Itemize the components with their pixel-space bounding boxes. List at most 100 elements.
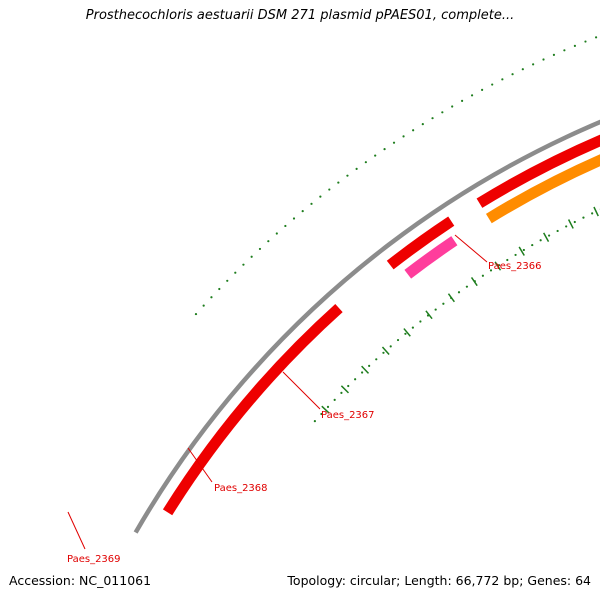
ring-dot	[460, 99, 464, 102]
accession-label: Accession: NC_011061	[9, 573, 152, 588]
inner-tick	[518, 246, 525, 256]
ring-dot	[434, 308, 437, 311]
gene-callout-line	[187, 447, 213, 483]
ring-dot	[591, 212, 594, 215]
ring-dot	[411, 326, 414, 329]
ring-dot	[573, 220, 576, 224]
ring-dot	[573, 44, 577, 47]
ring-dot	[320, 412, 323, 416]
feature-paes-2367	[485, 154, 600, 224]
ring-dot	[451, 105, 454, 108]
ring-dot	[511, 73, 514, 76]
inner-tick	[381, 346, 390, 355]
ring-dot	[326, 405, 330, 408]
inner-tick	[593, 206, 599, 217]
ring-dot	[375, 358, 378, 361]
ring-dot	[250, 255, 253, 258]
ring-dot	[258, 247, 262, 251]
ring-dot	[514, 253, 517, 257]
ring-dot	[313, 420, 316, 423]
inner-tick	[321, 405, 330, 414]
ring-dot	[368, 364, 371, 367]
ring-dot	[470, 94, 474, 97]
ring-dot	[284, 224, 287, 228]
inner-tick	[567, 219, 574, 229]
topology-summary: Topology: circular; Length: 66,772 bp; G…	[287, 573, 591, 588]
ring-dot	[521, 68, 524, 71]
inner-tick	[361, 365, 370, 374]
ring-dot	[532, 63, 535, 66]
scale-ticks: 23000 bp23500 bp24000 bp24500 bp25000 bp…	[321, 206, 599, 414]
inner-tick	[403, 328, 411, 337]
inner-tick	[425, 310, 433, 320]
ring-dot	[431, 117, 434, 120]
ring-dot	[364, 161, 367, 164]
ring-dot	[556, 229, 559, 233]
ring-dot	[531, 243, 534, 247]
ring-dot	[419, 320, 422, 323]
inner-tick	[470, 276, 478, 287]
gene-label: Paes_2366	[488, 261, 542, 272]
ring-dot	[396, 338, 400, 342]
ring-dot	[565, 225, 568, 228]
ring-dot	[584, 40, 587, 43]
ring-dot	[548, 234, 551, 237]
ring-dot	[563, 49, 566, 52]
outer-dotted-ring	[194, 36, 598, 316]
gene-callout-line	[282, 371, 321, 410]
gene-label: Paes_2369	[67, 554, 121, 565]
ring-dot	[382, 351, 385, 354]
gene-callout-line	[454, 234, 488, 263]
ring-dot	[481, 88, 484, 91]
inner-dotted-ring	[313, 208, 600, 423]
ring-dot	[210, 296, 213, 299]
feature-red-small	[386, 216, 455, 270]
ring-dot	[542, 58, 545, 61]
ring-dot	[374, 154, 377, 157]
ring-dot	[333, 398, 336, 401]
ring-dot	[582, 216, 585, 219]
ring-dot	[442, 302, 445, 305]
ring-dot	[491, 83, 494, 86]
map-title: Prosthecochloris aestuarii DSM 271 plasm…	[85, 8, 515, 23]
ring-dot	[404, 332, 407, 335]
ring-dot	[441, 111, 444, 114]
ring-dot	[347, 384, 350, 388]
ring-dot	[392, 141, 396, 144]
ring-dot	[489, 269, 493, 272]
ring-dot	[301, 210, 304, 213]
ring-dot	[275, 232, 278, 235]
plasmid-backbone	[133, 119, 600, 534]
ring-dot	[234, 271, 237, 274]
gene-label: Paes_2368	[214, 483, 268, 494]
ring-dot	[594, 36, 598, 39]
feature-layer	[133, 119, 600, 534]
ring-dot	[481, 274, 484, 277]
ring-dot	[337, 181, 340, 184]
ring-dot	[310, 202, 313, 205]
ring-dot	[522, 248, 525, 252]
ring-dot	[402, 135, 405, 138]
ring-dot	[340, 391, 343, 395]
feature-paes-2369	[162, 303, 343, 516]
ring-dot	[552, 53, 556, 56]
ring-dot	[457, 291, 461, 294]
inner-tick	[494, 261, 502, 271]
ring-dot	[421, 123, 424, 126]
ring-dot	[383, 147, 386, 151]
ring-dot	[354, 378, 357, 381]
feature-paes-2368	[404, 236, 458, 279]
ring-dot	[319, 195, 322, 198]
ring-dot	[501, 78, 504, 81]
inner-tick	[447, 293, 455, 303]
ring-dot	[465, 285, 469, 288]
ring-dot	[361, 371, 364, 374]
ring-dot	[267, 240, 270, 243]
ring-dot	[242, 263, 245, 266]
ring-dot	[218, 287, 221, 291]
inner-tick	[340, 385, 350, 394]
ring-dot	[389, 345, 392, 348]
feature-red-mid	[476, 134, 600, 208]
